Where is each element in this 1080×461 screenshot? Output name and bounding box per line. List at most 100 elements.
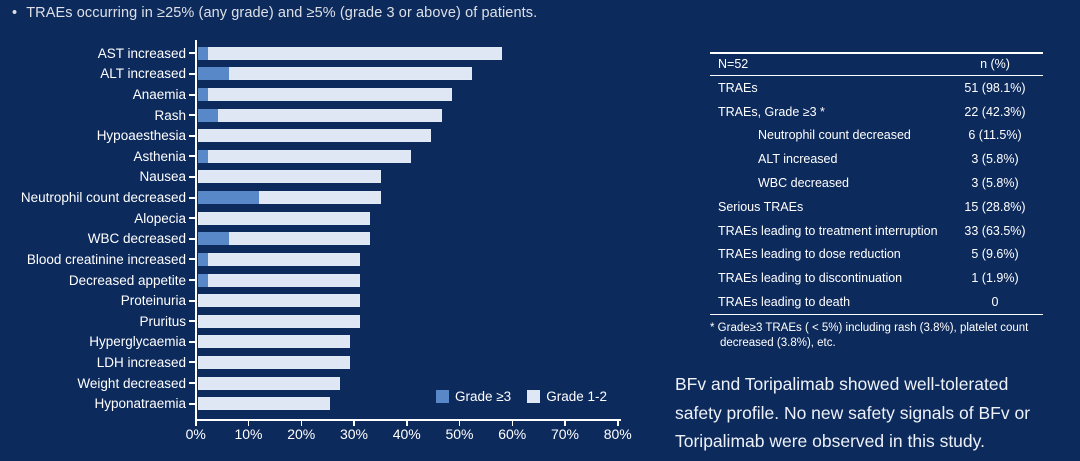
bar-row: Nausea [8,167,640,188]
bar-track [198,273,640,287]
bar-track [198,252,640,266]
bar-row: Weight decreased [8,373,640,394]
chart-legend: Grade ≥3 Grade 1-2 [436,389,607,404]
table-row-label: TRAEs leading to treatment interruption [718,223,938,238]
x-tick [564,420,566,426]
category-label: Hyponatraemia [94,396,186,412]
bar-any-grade [198,335,350,349]
table-body: TRAEs 51 (98.1%) TRAEs, Grade ≥3 * 22 (42.3… [710,76,1043,314]
table-row-value: 6 (11.5%) [968,128,1022,143]
x-tick [353,420,355,426]
y-tick [189,340,195,343]
y-axis-line [195,40,197,420]
category-label: LDH increased [96,354,186,370]
bar-grade3-segment [198,46,209,60]
conclusion-line: Toripalimab were observed in this study. [675,431,985,451]
table-row: TRAEs, Grade ≥3 * 22 (42.3%) [710,100,1043,124]
y-tick [189,279,195,281]
bar-track [198,191,640,205]
category-label: Pruritus [139,313,186,329]
slide-bullet-text: TRAEs occurring in ≥25% (any grade) and … [26,5,538,21]
bar-row: Neutrophil count decreased [8,187,640,208]
table-row-label: TRAEs leading to death [718,295,851,310]
bar-grade3-segment [198,67,229,81]
bar-grade3-segment [198,191,259,205]
bar-any-grade [198,397,330,411]
table-row-value: 0 [991,295,999,310]
category-label: Nausea [139,169,186,185]
category-label: Rash [154,107,186,123]
trae-summary-table: N=52 n (%) TRAEs 51 (98.1%) TRAEs, Grade ≥… [710,52,1043,316]
y-tick [189,402,195,405]
legend-item: Grade 1-2 [527,389,607,404]
bar-grade3-segment [198,252,209,266]
bar-track [198,397,640,411]
table-row-label: TRAEs, Grade ≥3 * [718,104,825,119]
x-tick-label: 60% [498,426,527,442]
category-label: Anaemia [132,87,186,103]
footnote-line-2: decreased (3.8%), etc. [720,336,836,349]
bar-any-grade [198,314,361,328]
table-row-value: 5 (9.6%) [971,247,1019,262]
bar-row: Hyperglycaemia [8,332,640,353]
legend-label: Grade ≥3 [455,389,512,404]
x-tick-label: 20% [287,426,316,442]
table-row-label: WBC decreased [758,176,850,191]
category-label: AST increased [97,45,186,61]
bar-any-grade [198,211,371,225]
x-tick [617,420,619,426]
bar-track [198,170,640,184]
bar-row: Anaemia [8,84,640,105]
bar-track [198,108,640,122]
y-tick [189,320,195,323]
bar-track [198,232,640,246]
table-row-value: 22 (42.3%) [964,104,1026,119]
category-label: WBC decreased [87,231,186,247]
table-header-npct: n (%) [980,57,1010,71]
bar-row: Hyponatraemia [8,393,640,414]
legend-label: Grade 1-2 [546,389,607,404]
bar-any-grade [198,252,361,266]
table-row: TRAEs 51 (98.1%) [710,76,1043,100]
table-footnote: * Grade≥3 TRAEs ( < 5%) including rash (… [710,321,1058,350]
x-tick-label: 10% [234,426,263,442]
category-label: Blood creatinine increased [26,251,186,267]
bar-any-grade [198,355,350,369]
table-row: Neutrophil count decreased 6 (11.5%) [710,124,1043,148]
bar-row: Asthenia [8,146,640,167]
bar-track [198,355,640,369]
bar-track [198,335,640,349]
conclusion-text: BFv and Toripalimab showed well-tolerate… [675,370,1070,456]
x-tick-label: 80% [603,426,632,442]
x-tick-label: 50% [445,426,474,442]
bar-track [198,46,640,60]
bar-row: AST increased [8,43,640,64]
bar-track [198,88,640,102]
table-row: TRAEs leading to discontinuation 1 (1.9%) [710,266,1043,290]
y-tick [189,361,195,364]
category-label: Hypoaesthesia [96,128,186,144]
bar-row: ALT increased [8,64,640,85]
y-tick [189,237,195,240]
bar-grade3-segment [198,88,209,102]
x-tick [195,420,197,426]
bar-track [198,67,640,81]
y-tick [189,258,195,261]
x-tick-label: 30% [339,426,369,442]
bar-row: LDH increased [8,352,640,373]
bullet-icon: • [12,5,18,21]
bar-any-grade [198,46,503,60]
x-tick [511,420,513,426]
bar-row: Decreased appetite [8,270,640,291]
table-row-label: TRAEs [718,80,758,95]
trae-bar-chart: AST increased ALT increased Anaemia Rash Hyp… [8,36,653,458]
table-row: TRAEs leading to death 0 [710,290,1043,314]
bar-any-grade [198,294,361,308]
y-tick [189,155,195,158]
bar-grade3-segment [198,149,209,163]
table-row: TRAEs leading to dose reduction 5 (9.6%) [710,243,1043,267]
y-tick [189,217,195,220]
table-row-value: 33 (63.5%) [964,223,1026,238]
table-row-label: Serious TRAEs [718,199,804,214]
x-tick [406,420,408,426]
